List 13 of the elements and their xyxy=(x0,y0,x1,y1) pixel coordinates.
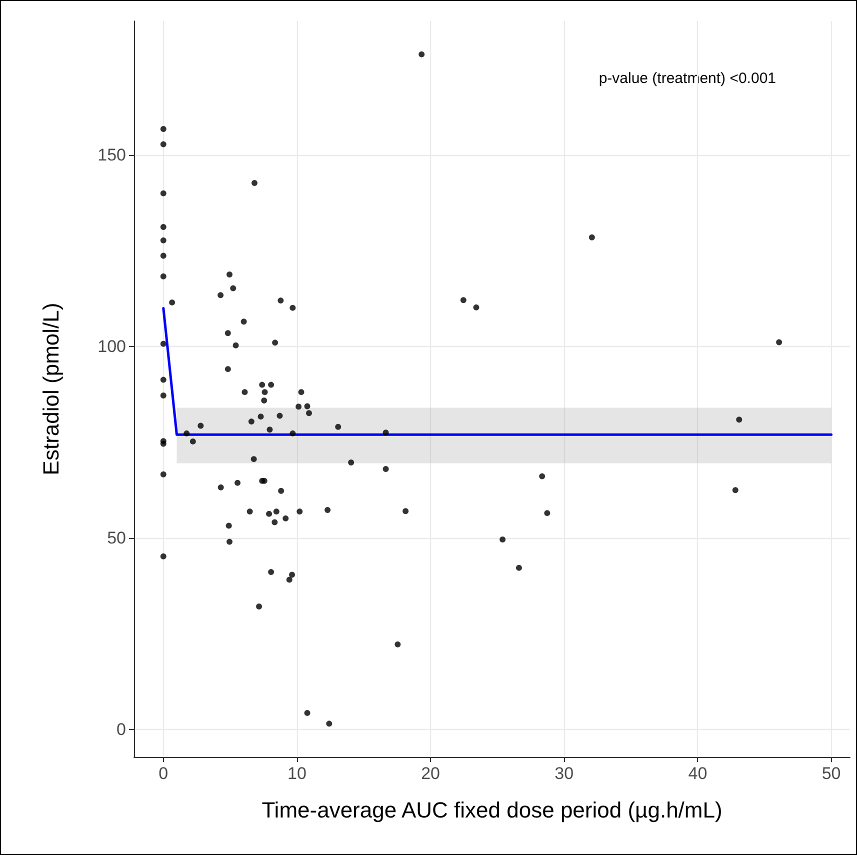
x-tick-label: 0 xyxy=(158,764,168,783)
x-tick-label: 40 xyxy=(688,764,708,783)
y-tick-label: 150 xyxy=(98,146,126,165)
y-axis-title: Estradiol (pmol/L) xyxy=(38,302,64,476)
y-tick-label: 50 xyxy=(107,528,126,548)
x-tick-label: 30 xyxy=(554,764,574,783)
y-tick-label: 100 xyxy=(98,336,126,356)
x-axis-title: Time-average AUC fixed dose period (µg.h/mL) xyxy=(262,798,722,822)
y-tick-label: 0 xyxy=(116,720,126,739)
x-tick-label: 10 xyxy=(288,764,306,783)
x-tick-label: 50 xyxy=(822,764,841,783)
x-tick-label: 20 xyxy=(421,764,440,783)
annotation: p-value (treatment) <0.001 xyxy=(598,70,776,87)
